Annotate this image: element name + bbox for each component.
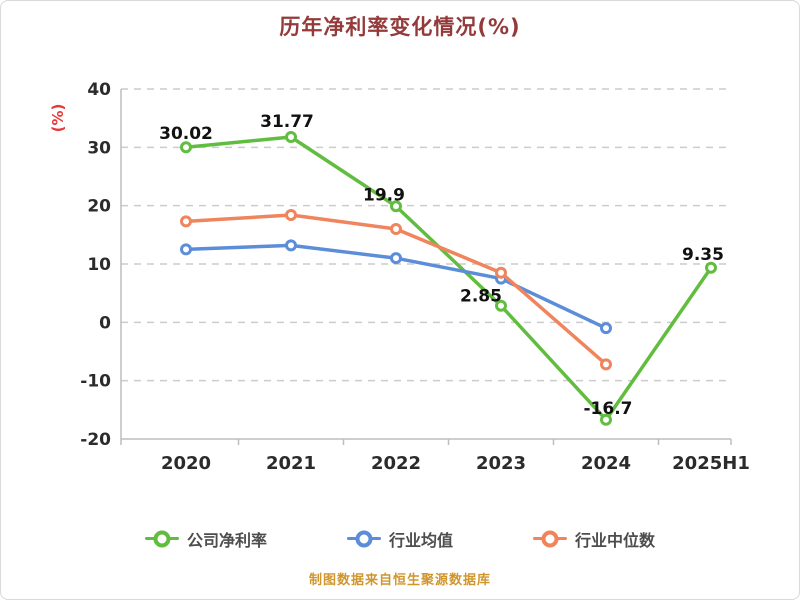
series-point-0 [390,200,402,213]
series-point-1 [390,252,402,265]
x-tick-label: 2020 [161,453,211,474]
net-margin-line-chart: -20 -10 0 10 20 30 40 2020 2021 2022 2023 2024 2025H… [49,80,750,474]
legend-line-circle-icon [533,530,567,548]
series-point-0 [705,261,717,274]
x-tick-label: 2025H1 [672,453,750,474]
data-label: 9.35 [682,245,724,265]
data-label: 19.9 [363,185,405,205]
series-point-2 [285,209,297,221]
x-tick-label: 2022 [371,453,421,474]
legend-ring [541,530,559,548]
chart-legend: 公司净利率 行业均值 行业中位数 [1,521,799,557]
y-tick-label: 10 [87,255,111,275]
series-point-1 [600,322,612,335]
legend-item-2[interactable]: 行业中位数 [533,527,655,551]
data-label: 2.85 [460,287,502,307]
series-point-2 [495,266,507,279]
data-label: 31.77 [260,112,314,132]
series-point-2 [180,215,192,228]
series-line-2 [184,213,608,367]
series-point-0 [495,299,507,312]
series-point-0 [180,141,192,154]
legend-line-circle-icon [346,530,381,548]
y-tick-label: -20 [80,430,111,450]
x-tick-label: 2024 [581,453,631,474]
legend-ring [153,530,171,548]
series-point-2 [390,223,402,235]
series-point-1 [180,243,192,256]
legend-label: 行业均值 [388,531,453,550]
series-point-0 [285,131,297,144]
y-tick-label: 0 [99,313,111,333]
y-tick-label: -10 [80,372,111,392]
series-point-0 [600,413,612,426]
series-point-1 [285,239,297,252]
legend-label: 行业中位数 [575,531,656,550]
legend-line-circle-icon [144,530,179,548]
series-point-2 [600,358,612,371]
x-tick-label: 2021 [266,453,316,474]
legend-ring [355,530,373,548]
data-label: 30.02 [159,124,213,144]
data-label: -16.7 [584,399,633,419]
chart-title: 历年净利率变化情况(%) [279,15,521,39]
legend-item-0[interactable]: 公司净利率 [144,527,267,551]
y-axis-unit-label: (%) [49,104,67,133]
y-tick-label: 20 [87,197,111,217]
data-source-note: 制图数据来自恒生聚源数据库 [308,573,491,588]
legend-label: 公司净利率 [186,531,267,550]
legend-item-1[interactable]: 行业均值 [346,527,453,551]
y-tick-label: 30 [87,138,111,158]
x-tick-label: 2023 [476,453,526,474]
series-line-0 [184,135,713,422]
y-tick-label: 40 [87,80,111,100]
